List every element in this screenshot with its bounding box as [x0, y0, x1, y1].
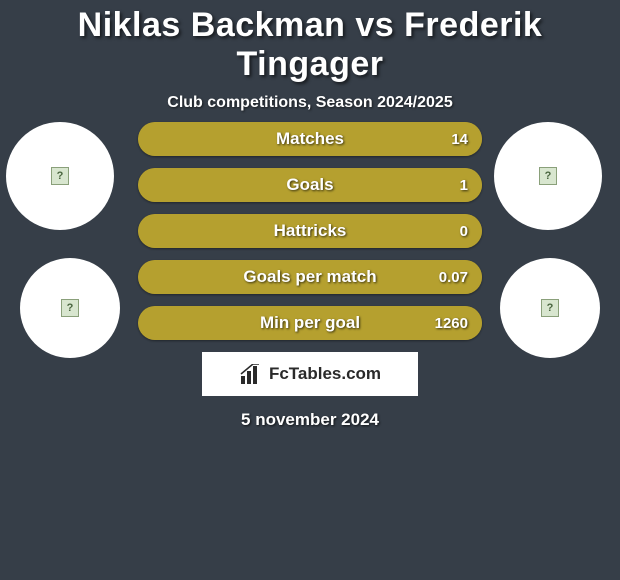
stat-row: Goals1	[138, 168, 482, 202]
stat-value-right: 1260	[435, 306, 468, 340]
stats-block: Matches14 Goals1 Hattricks0 Goals per match…	[138, 122, 482, 340]
avatar-3	[20, 258, 120, 358]
brand-badge: FcTables.com	[202, 352, 418, 396]
stat-row: Goals per match0.07	[138, 260, 482, 294]
stat-label: Min per goal	[138, 306, 482, 340]
stat-label: Hattricks	[138, 214, 482, 248]
chart-icon	[239, 364, 263, 384]
stat-row: Min per goal1260	[138, 306, 482, 340]
image-placeholder-icon	[51, 167, 69, 185]
page-title: Niklas Backman vs Frederik Tingager	[0, 0, 620, 84]
stat-value-right: 0.07	[439, 260, 468, 294]
stat-row: Hattricks0	[138, 214, 482, 248]
stat-value-right: 1	[460, 168, 468, 202]
stat-value-right: 14	[451, 122, 468, 156]
stat-value-right: 0	[460, 214, 468, 248]
avatar-4	[500, 258, 600, 358]
brand-label: FcTables.com	[269, 364, 381, 384]
stat-label: Matches	[138, 122, 482, 156]
avatar-1	[6, 122, 114, 230]
image-placeholder-icon	[539, 167, 557, 185]
image-placeholder-icon	[61, 299, 79, 317]
date-label: 5 november 2024	[0, 410, 620, 430]
stat-label: Goals per match	[138, 260, 482, 294]
stat-label: Goals	[138, 168, 482, 202]
image-placeholder-icon	[541, 299, 559, 317]
stat-row: Matches14	[138, 122, 482, 156]
page-subtitle: Club competitions, Season 2024/2025	[0, 94, 620, 112]
avatar-2	[494, 122, 602, 230]
